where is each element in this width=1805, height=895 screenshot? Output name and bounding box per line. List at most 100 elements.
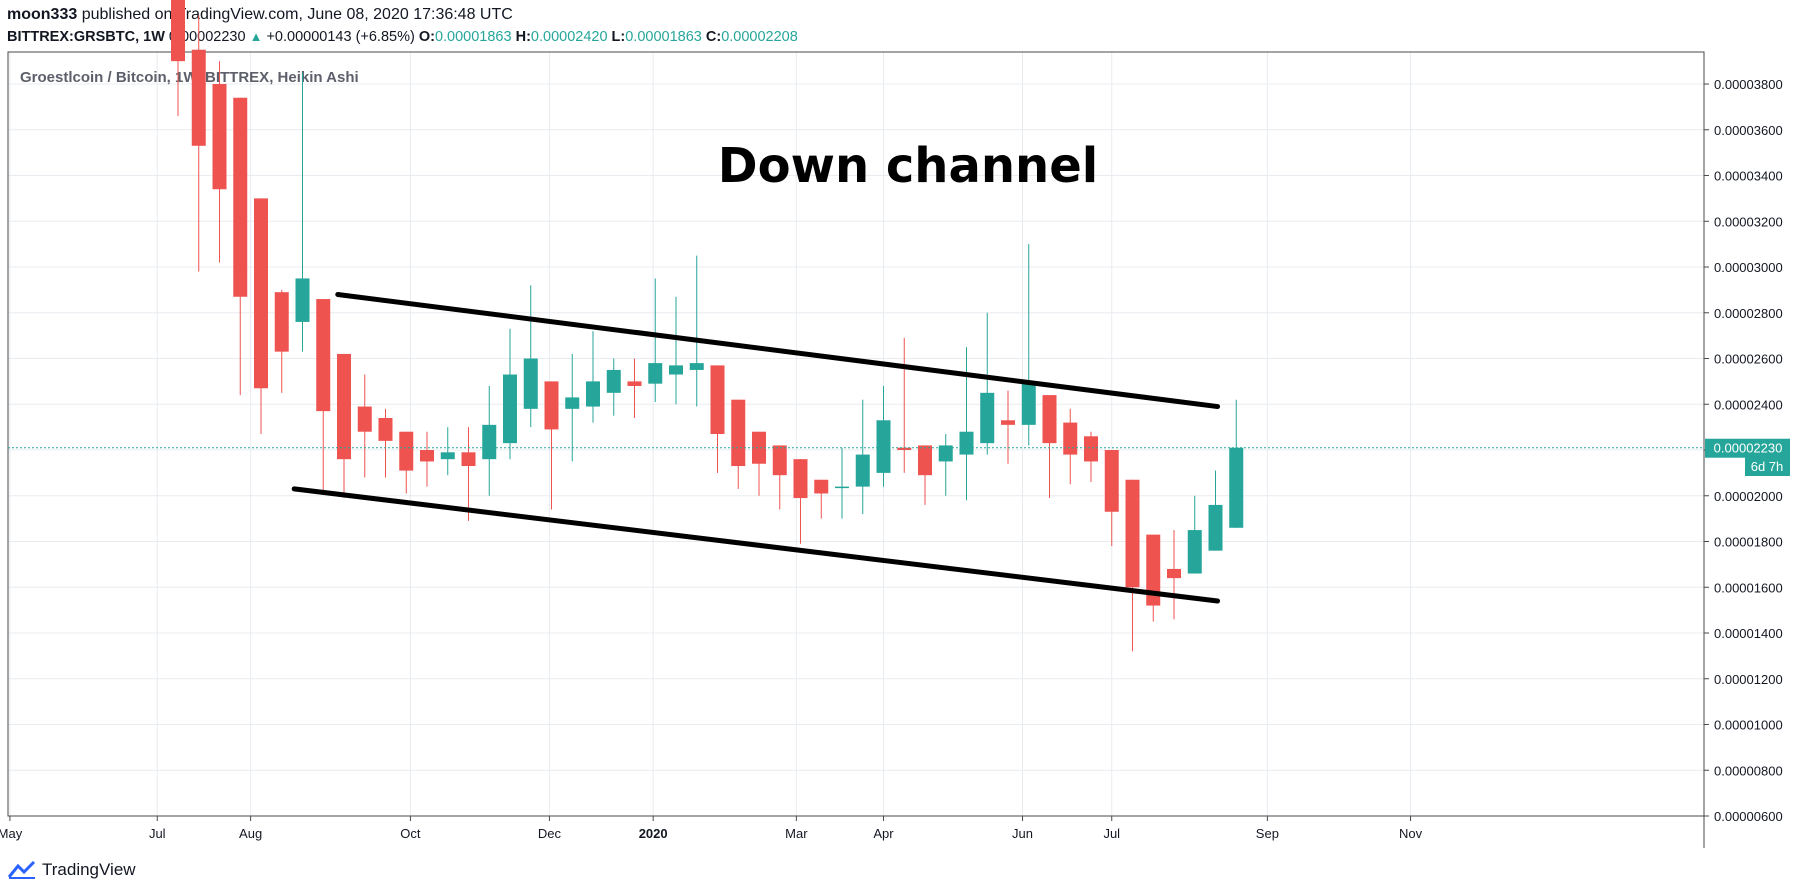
candle-down — [1001, 390, 1015, 464]
price-tick-label: 0.00002000 — [1714, 489, 1783, 504]
price-tick-label: 0.00001400 — [1714, 626, 1783, 641]
candle-up — [855, 399, 870, 515]
candle-body — [399, 431, 414, 471]
candle-down — [1084, 431, 1098, 483]
price-tick-label: 0.00003400 — [1714, 169, 1783, 184]
candle-down — [274, 289, 289, 393]
low-label: L: — [611, 29, 626, 45]
candle-body — [482, 424, 497, 460]
candle-body — [710, 365, 725, 434]
time-tick-label: May — [0, 826, 23, 841]
candle-down — [378, 408, 393, 478]
candle-down — [814, 479, 829, 519]
candle-body — [1001, 420, 1015, 425]
candle-body — [897, 447, 912, 451]
symbol-label: BITTREX:GRSBTC, 1W — [7, 29, 165, 45]
candle-up — [606, 358, 621, 416]
high-label: H: — [515, 29, 531, 45]
candle-down — [212, 61, 227, 263]
candle-body — [378, 417, 393, 441]
down-channel-annotation: Down channel — [718, 138, 1098, 194]
candle-body — [772, 445, 787, 476]
price-tick-label: 0.00000600 — [1714, 809, 1783, 824]
candle-body — [337, 353, 351, 460]
footer-brand[interactable]: TradingView — [8, 860, 136, 880]
candle-down — [461, 427, 476, 521]
candle-down — [1042, 395, 1057, 499]
candle-body — [357, 406, 372, 432]
candle-body — [1187, 530, 1202, 574]
price-tick-label: 0.00001600 — [1714, 580, 1783, 595]
candle-body — [316, 299, 331, 412]
channel-upper-line — [335, 291, 1221, 410]
candle-down — [233, 97, 248, 396]
candle-body — [1146, 534, 1161, 606]
time-tick-label: Apr — [873, 826, 894, 841]
time-tick-label: Mar — [785, 826, 808, 841]
publish-info: moon333 published on TradingView.com, Ju… — [7, 6, 513, 24]
candle-up — [482, 385, 497, 496]
candles — [171, 0, 1244, 652]
candle-up — [295, 72, 310, 352]
candle-body — [295, 278, 310, 322]
candle-body — [274, 292, 289, 352]
candle-body — [586, 381, 600, 407]
candle-body — [171, 0, 185, 62]
candle-body — [793, 459, 808, 499]
countdown-value: 6d 7h — [1751, 459, 1784, 474]
candle-body — [1021, 383, 1036, 425]
candle-body — [1104, 450, 1119, 512]
low-value: 0.00001863 — [625, 29, 702, 45]
candle-down — [1125, 479, 1140, 652]
candle-down — [337, 353, 351, 499]
candle-body — [980, 392, 995, 444]
time-tick-label: Jul — [1103, 826, 1120, 841]
candle-up — [648, 278, 663, 402]
close-value: 0.00002208 — [721, 29, 798, 45]
candle-up — [523, 285, 538, 428]
candle-down — [544, 381, 559, 510]
price-change: +0.00000143 (+6.85%) — [266, 29, 415, 45]
candle-body — [731, 399, 746, 467]
candle-body — [606, 369, 621, 393]
candle-down — [731, 399, 746, 489]
price-tick-label: 0.00002800 — [1714, 306, 1783, 321]
channel-lower-line — [291, 486, 1221, 604]
candle-body — [544, 381, 559, 430]
price-tick-label: 0.00003600 — [1714, 123, 1783, 138]
candle-up — [1229, 399, 1244, 528]
candle-up — [586, 331, 600, 423]
candle-up — [565, 353, 580, 462]
up-arrow-icon: ▲ — [249, 29, 263, 44]
candle-body — [523, 358, 538, 409]
author-name[interactable]: moon333 — [7, 6, 78, 23]
candle-up — [669, 296, 683, 405]
candle-body — [627, 381, 642, 386]
price-tick-label: 0.00002600 — [1714, 352, 1783, 367]
candle-body — [938, 445, 953, 462]
candle-up — [959, 347, 974, 501]
candle-body — [233, 97, 248, 297]
candle-body — [752, 431, 766, 464]
candle-body — [835, 486, 849, 489]
candle-down — [897, 337, 912, 473]
close-label: C: — [705, 29, 722, 45]
candle-down — [1167, 530, 1181, 620]
candle-body — [503, 374, 517, 444]
tradingview-logo-icon — [8, 861, 36, 879]
candle-down — [710, 365, 725, 473]
candle-body — [1063, 422, 1078, 455]
candle-down — [627, 358, 642, 418]
brand-label: TradingView — [42, 860, 136, 879]
candle-body — [918, 445, 932, 476]
candle-down — [1063, 408, 1078, 485]
price-tick-label: 0.00003200 — [1714, 214, 1783, 229]
published-text: published on TradingView.com, June 08, 2… — [81, 6, 513, 23]
current-price-badge — [1705, 438, 1790, 458]
time-tick-label: Aug — [239, 826, 262, 841]
candle-down — [357, 374, 372, 478]
candle-up — [689, 255, 704, 407]
price-tick-label: 0.00003000 — [1714, 260, 1783, 275]
candle-body — [1229, 447, 1244, 528]
